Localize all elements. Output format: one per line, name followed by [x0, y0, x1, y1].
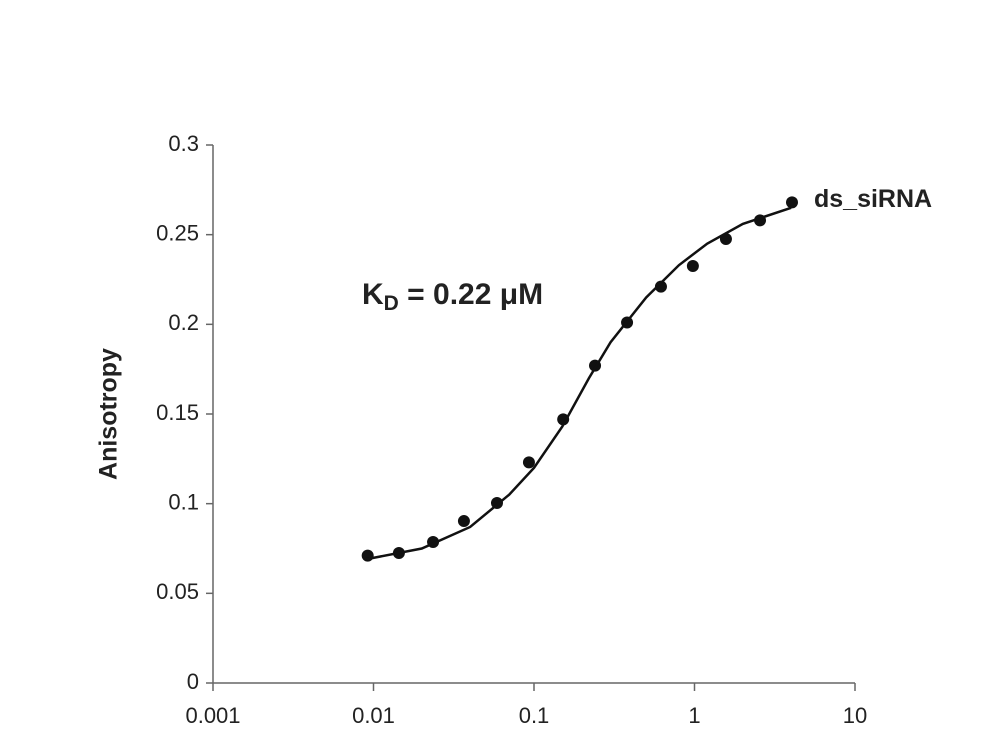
annotation: KD = 0.22 μM — [362, 278, 543, 315]
fit-line — [365, 206, 792, 561]
x-tick-label: 0.1 — [519, 703, 550, 728]
data-point — [557, 413, 570, 426]
annotation-sub: D — [384, 292, 399, 315]
y-tick-label: 0 — [187, 669, 199, 694]
annotation-main: K — [362, 278, 384, 311]
y-axis-label: Anisotropy — [95, 348, 123, 480]
data-point — [654, 280, 667, 293]
x-tick-label: 1 — [688, 703, 700, 728]
data-point — [457, 515, 470, 528]
y-tick-label: 0.05 — [156, 579, 199, 604]
y-tick-label: 0.15 — [156, 400, 199, 425]
x-tick-label: 0.001 — [185, 703, 240, 728]
data-point — [785, 196, 798, 209]
series-label: ds_siRNA — [814, 185, 932, 213]
data-point — [522, 456, 535, 469]
data-point — [686, 260, 699, 273]
y-tick-label: 0.3 — [168, 131, 199, 156]
annotation-rest: = 0.22 μM — [399, 278, 543, 311]
x-tick-label: 10 — [843, 703, 867, 728]
y-tick-label: 0.1 — [168, 489, 199, 514]
y-tick-label: 0.2 — [168, 310, 199, 335]
x-tick-label: 0.01 — [352, 703, 395, 728]
y-tick-label: 0.25 — [156, 220, 199, 245]
